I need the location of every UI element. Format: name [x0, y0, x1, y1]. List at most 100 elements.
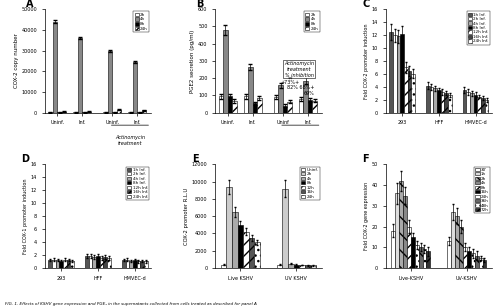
Bar: [477, 96, 481, 113]
Bar: [481, 98, 485, 113]
Bar: [418, 247, 422, 268]
Bar: [278, 85, 283, 113]
Y-axis label: PGE2 secretion (pg/ml): PGE2 secretion (pg/ml): [190, 29, 195, 93]
Bar: [244, 96, 248, 113]
Bar: [243, 232, 249, 268]
Bar: [126, 260, 129, 268]
Bar: [252, 103, 257, 113]
Text: B: B: [196, 0, 203, 9]
Bar: [294, 265, 299, 268]
Bar: [391, 231, 395, 268]
Bar: [444, 93, 448, 113]
Bar: [52, 260, 56, 268]
Y-axis label: COX-2 promoter R.L.U: COX-2 promoter R.L.U: [184, 188, 189, 245]
Bar: [73, 112, 78, 113]
Bar: [308, 100, 312, 113]
Bar: [254, 242, 260, 268]
Text: F: F: [362, 154, 369, 164]
Text: FIG. 1. Effects of KSHV gene expression and PGE₂ in the supernatants collected f: FIG. 1. Effects of KSHV gene expression …: [5, 302, 257, 306]
Bar: [277, 265, 282, 268]
Bar: [226, 187, 232, 268]
Bar: [133, 62, 138, 113]
Bar: [397, 36, 400, 113]
Bar: [232, 101, 237, 113]
Bar: [433, 88, 437, 113]
Bar: [257, 98, 262, 113]
Legend: 1h Inf., 2h Inf., 4h Inf., 8h Inf., 12h Inf., 16h Inf., 24h Inf.: 1h Inf., 2h Inf., 4h Inf., 8h Inf., 12h …: [126, 167, 149, 200]
Bar: [137, 261, 140, 268]
Bar: [299, 265, 305, 268]
Y-axis label: Fold COX-1 promoter induction: Fold COX-1 promoter induction: [23, 178, 28, 254]
Bar: [479, 257, 483, 268]
Bar: [107, 258, 111, 268]
Bar: [305, 265, 311, 268]
Bar: [103, 112, 108, 113]
Bar: [395, 193, 399, 268]
Bar: [426, 86, 429, 113]
Bar: [129, 261, 133, 268]
Bar: [400, 34, 404, 113]
Bar: [287, 102, 292, 113]
Bar: [48, 112, 53, 113]
Y-axis label: Fold COX-2 gene expression: Fold COX-2 gene expression: [364, 182, 369, 250]
Bar: [471, 253, 475, 268]
Bar: [455, 216, 459, 268]
Bar: [393, 35, 397, 113]
Text: +73%+: +73%+: [281, 80, 300, 85]
Bar: [57, 112, 62, 113]
Legend: Uninf., 2h, 4h, 8h, 12h, 16h, 24h: Uninf., 2h, 4h, 8h, 12h, 16h, 24h: [300, 167, 320, 200]
Bar: [447, 241, 451, 268]
Bar: [78, 38, 83, 113]
Text: C: C: [362, 0, 369, 9]
Bar: [408, 71, 411, 113]
Bar: [422, 249, 426, 268]
Y-axis label: COX-2 copy number: COX-2 copy number: [14, 34, 19, 88]
Bar: [92, 257, 96, 268]
Text: 69%: 69%: [304, 91, 315, 96]
Bar: [100, 257, 103, 268]
Bar: [48, 260, 52, 268]
Bar: [451, 212, 455, 268]
Text: Actinomycin
treatment: Actinomycin treatment: [115, 136, 145, 146]
Bar: [144, 261, 148, 268]
Bar: [238, 225, 243, 268]
Bar: [407, 227, 411, 268]
Bar: [56, 260, 60, 268]
Bar: [411, 237, 414, 268]
Bar: [103, 257, 107, 268]
Bar: [249, 238, 254, 268]
Bar: [459, 227, 463, 268]
Bar: [282, 188, 288, 268]
Bar: [83, 112, 87, 113]
Bar: [448, 95, 452, 113]
Legend: 30', 1h, 2h, 4h, 8h, 16h, 24h, 36h, 48h, 72h: 30', 1h, 2h, 4h, 8h, 16h, 24h, 36h, 48h,…: [474, 167, 490, 213]
Legend: 1h Inf., 2h Inf., 4h Inf., 8h Inf., 12h Inf., 16h Inf., 24h Inf.: 1h Inf., 2h Inf., 4h Inf., 8h Inf., 12h …: [467, 11, 490, 45]
Bar: [441, 92, 444, 113]
Bar: [474, 95, 477, 113]
Bar: [122, 260, 126, 268]
Bar: [62, 112, 66, 113]
Bar: [223, 30, 228, 113]
Bar: [288, 264, 294, 268]
Bar: [138, 112, 142, 113]
Bar: [403, 196, 407, 268]
Bar: [463, 90, 466, 113]
Bar: [117, 110, 121, 113]
Text: D: D: [21, 154, 29, 164]
Bar: [108, 51, 112, 113]
Bar: [404, 67, 408, 113]
Bar: [483, 260, 487, 268]
Bar: [399, 181, 403, 268]
Bar: [248, 67, 252, 113]
Y-axis label: Fold COX-2 promoter induction: Fold COX-2 promoter induction: [364, 23, 369, 99]
Bar: [221, 265, 226, 268]
Text: **: **: [288, 77, 293, 82]
Text: A: A: [25, 0, 33, 9]
Bar: [299, 99, 303, 113]
Bar: [85, 256, 89, 268]
Bar: [232, 212, 238, 268]
Bar: [133, 260, 137, 268]
Bar: [475, 256, 479, 268]
Bar: [311, 265, 316, 268]
Bar: [485, 100, 489, 113]
